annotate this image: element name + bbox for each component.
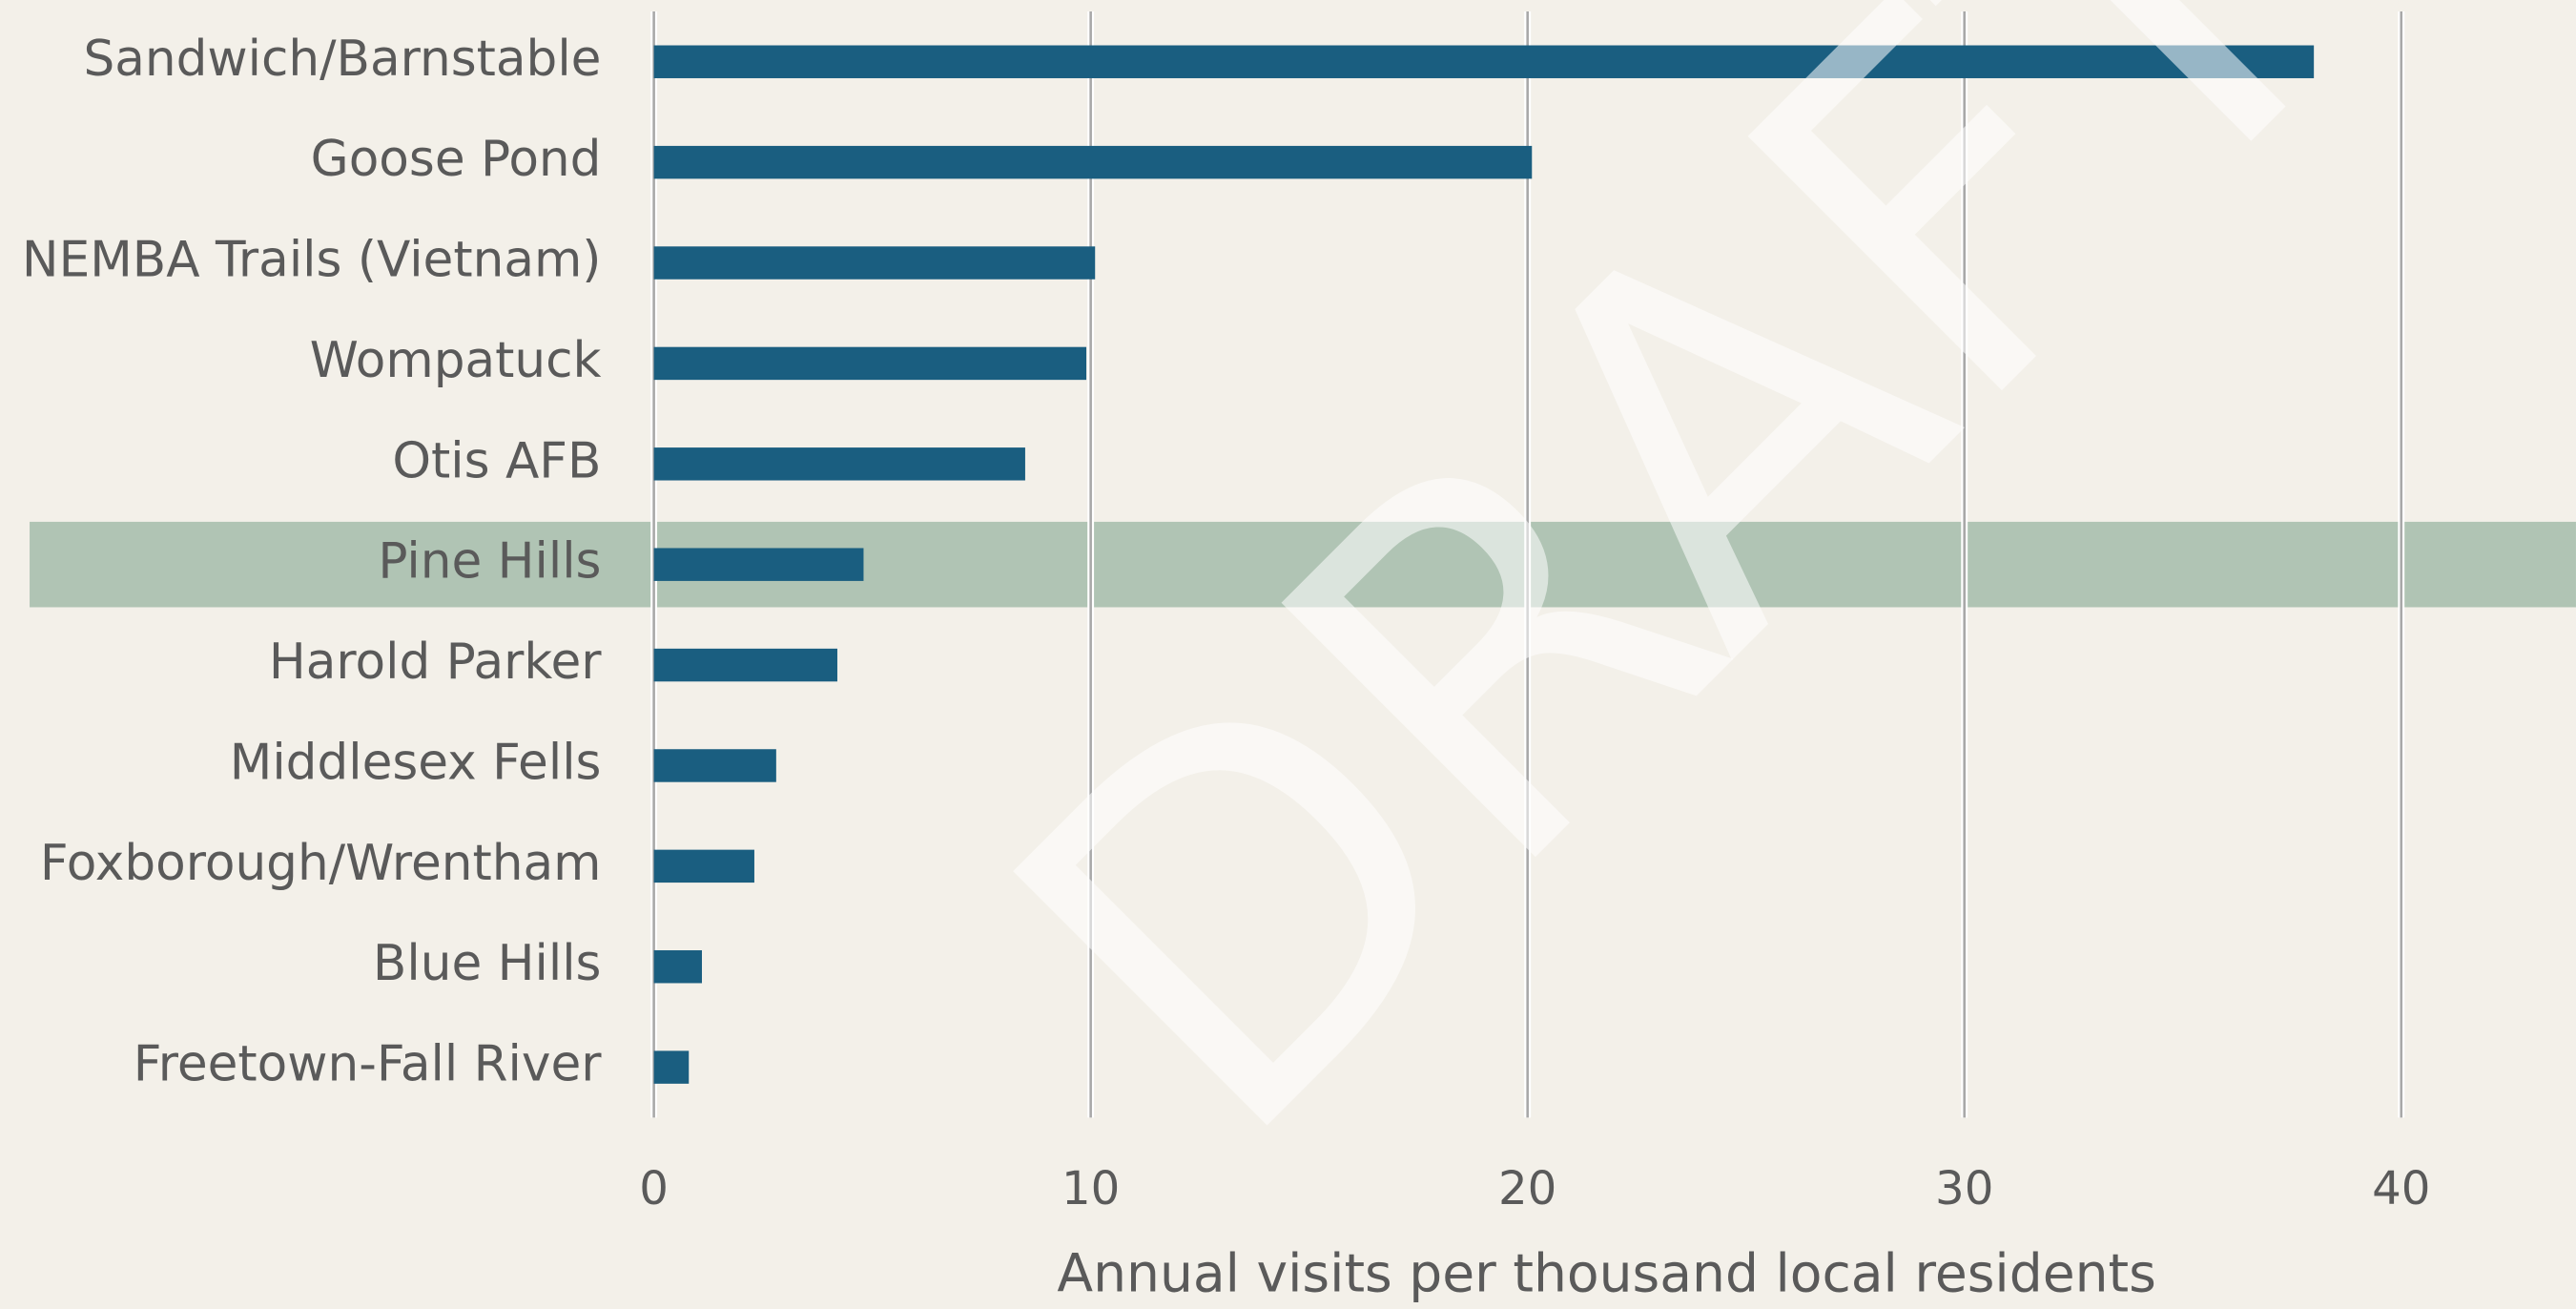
y-tick-label: Foxborough/Wrentham (40, 835, 602, 892)
bar (653, 849, 754, 883)
x-tick-label: 20 (1498, 1162, 1556, 1216)
x-tick-label: 30 (1935, 1162, 1993, 1216)
y-tick-label: Harold Parker (269, 634, 602, 691)
y-tick-label: Middlesex Fells (230, 734, 602, 791)
bar (653, 447, 1025, 481)
bar (653, 950, 702, 984)
y-tick-label: Otis AFB (392, 432, 601, 489)
highlight-band (30, 521, 2576, 608)
bar (653, 246, 1096, 280)
y-tick-label: Wompatuck (310, 332, 602, 389)
bar (653, 749, 776, 782)
x-tick-label: 10 (1061, 1162, 1120, 1216)
bar (653, 346, 1087, 381)
x-tick-label: 40 (2372, 1162, 2430, 1216)
bar (653, 1050, 690, 1084)
bar (653, 548, 864, 581)
y-tick-label: NEMBA Trails (Vietnam) (22, 232, 602, 289)
y-tick-label: Pine Hills (378, 533, 601, 591)
y-tick-label: Blue Hills (373, 935, 602, 992)
bar (653, 145, 1533, 179)
y-tick-label: Sandwich/Barnstable (83, 31, 601, 88)
y-tick-label: Freetown-Fall River (134, 1036, 602, 1093)
x-axis-label: Annual visits per thousand local residen… (1057, 1243, 2155, 1304)
x-tick-label: 0 (639, 1162, 669, 1216)
bar (653, 45, 2315, 78)
y-tick-label: Goose Pond (311, 131, 602, 188)
bar (653, 648, 837, 682)
